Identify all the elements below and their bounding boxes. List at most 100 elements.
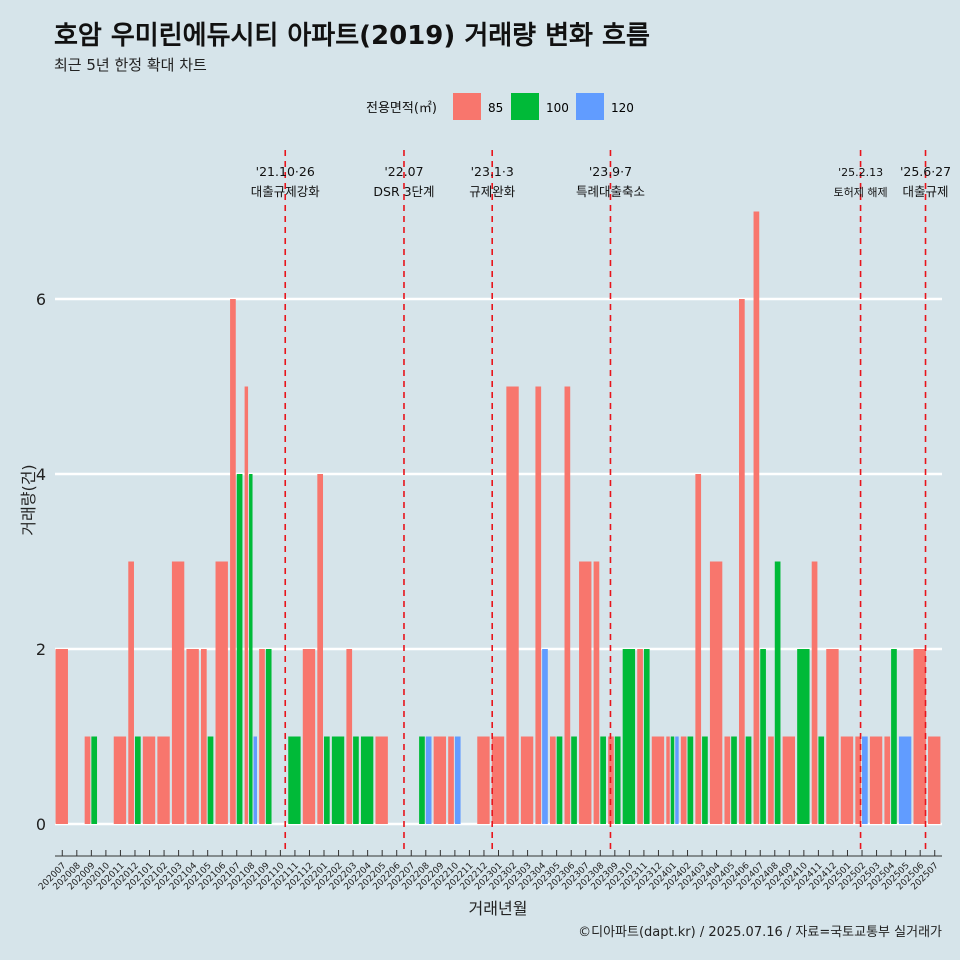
chart-caption: ©디아파트(dapt.kr) / 2025.07.16 / 자료=국토교통부 실…	[578, 925, 942, 940]
y-tick-label: 4	[36, 465, 46, 484]
bar-202309-100	[614, 736, 621, 824]
bar-202401-120	[675, 736, 679, 824]
bar-202109-85	[259, 649, 265, 824]
bar-202408-100	[774, 561, 781, 824]
bar-202208-120	[425, 736, 432, 824]
bar-202502-120	[862, 736, 868, 824]
bar-202101-85	[142, 736, 156, 824]
bar-202408-85	[768, 736, 774, 824]
bar-202102-85	[157, 736, 170, 824]
bar-202107-100	[236, 474, 243, 824]
bar-202011-85	[113, 736, 127, 824]
bar-202305-85	[549, 736, 556, 824]
bar-202310-100	[622, 649, 636, 824]
event-label: 대출규제	[903, 184, 949, 199]
bar-202108-85	[244, 386, 249, 824]
bar-202107-85	[230, 299, 236, 824]
bar-202111-100	[288, 736, 301, 824]
legend-swatch-120	[576, 93, 604, 120]
bar-202209-85	[433, 736, 447, 824]
bar-202502-85	[855, 736, 862, 824]
bar-202308-85	[593, 561, 600, 824]
bar-202405-85	[724, 736, 731, 824]
bar-202505-120	[898, 736, 912, 824]
bar-202411-100	[818, 736, 825, 824]
bar-202009-85	[84, 736, 91, 824]
bar-202504-100	[891, 649, 897, 824]
bar-202307-85	[579, 561, 592, 824]
bar-202403-85	[695, 474, 702, 824]
legend: 전용면적(㎡) 85 100 120	[366, 93, 634, 120]
y-tick-label: 0	[36, 815, 46, 834]
bar-202409-85	[782, 736, 796, 824]
bar-202507-85	[928, 736, 941, 824]
bar-202311-85	[637, 649, 643, 824]
event-label: 특례대출축소	[576, 184, 645, 199]
bar-202012-85	[128, 561, 134, 824]
bar-202306-85	[564, 386, 571, 824]
bar-202202-100	[331, 736, 345, 824]
event-date-label: '23.9·7	[589, 164, 632, 179]
event-date-label: '23.1·3	[471, 164, 514, 179]
x-axis-label: 거래년월	[469, 899, 528, 918]
event-date-label: '22.07	[384, 164, 423, 179]
bar-202203-100	[353, 736, 359, 824]
bar-202407-85	[753, 211, 760, 824]
bars-layer	[55, 211, 941, 824]
bar-202109-100	[265, 649, 272, 824]
event-date-label: '21.10·26	[256, 164, 315, 179]
bar-202506-85	[913, 649, 926, 824]
bar-202305-100	[556, 736, 563, 824]
bar-202105-100	[207, 736, 214, 824]
bar-202105-85	[200, 649, 207, 824]
bar-202106-85	[215, 561, 228, 824]
bar-202104-85	[186, 649, 199, 824]
legend-swatch-85	[453, 93, 481, 120]
bar-202411-85	[811, 561, 818, 824]
bar-202402-100	[687, 736, 694, 824]
bar-202403-100	[702, 736, 708, 824]
bar-202412-85	[826, 649, 839, 824]
bar-202311-100	[643, 649, 650, 824]
legend-swatch-100	[511, 93, 539, 120]
bar-202404-85	[709, 561, 723, 824]
bar-202410-100	[797, 649, 810, 824]
y-tick-label: 2	[36, 640, 46, 659]
bar-202301-85	[491, 736, 505, 824]
bar-202312-85	[651, 736, 665, 824]
bar-202112-85	[302, 649, 316, 824]
legend-label-100: 100	[546, 101, 569, 115]
bar-202103-85	[171, 561, 185, 824]
y-axis-label: 거래량(건)	[19, 464, 38, 535]
legend-label-85: 85	[488, 101, 503, 115]
bar-202210-120	[454, 736, 461, 824]
bar-202401-100	[670, 736, 675, 824]
bar-202212-85	[477, 736, 490, 824]
bar-202406-100	[745, 736, 752, 824]
bar-202208-100	[419, 736, 425, 824]
bar-202201-100	[324, 736, 330, 824]
bar-202203-85	[346, 649, 353, 824]
bar-202303-85	[520, 736, 534, 824]
bar-202402-85	[680, 736, 687, 824]
bar-202503-85	[869, 736, 883, 824]
event-date-label: '25.6·27	[900, 164, 951, 179]
bar-202204-100	[360, 736, 374, 824]
event-label: 토허제 해제	[834, 185, 888, 199]
chart-subtitle: 최근 5년 한정 확대 차트	[54, 56, 207, 74]
event-label: 규제완화	[469, 184, 516, 199]
bar-202308-100	[600, 736, 606, 824]
bar-202108-100	[249, 474, 253, 824]
y-tick-label: 6	[36, 290, 46, 309]
bar-202406-85	[739, 299, 745, 824]
bar-202302-85	[506, 386, 519, 824]
bar-202205-85	[375, 736, 388, 824]
bar-202501-85	[840, 736, 854, 824]
bar-202304-85	[535, 386, 542, 824]
bar-202504-85	[884, 736, 891, 824]
event-date-label: '25.2.13	[838, 166, 883, 179]
bar-202304-120	[542, 649, 548, 824]
bar-202407-100	[760, 649, 766, 824]
event-label: DSR 3단계	[373, 184, 434, 199]
